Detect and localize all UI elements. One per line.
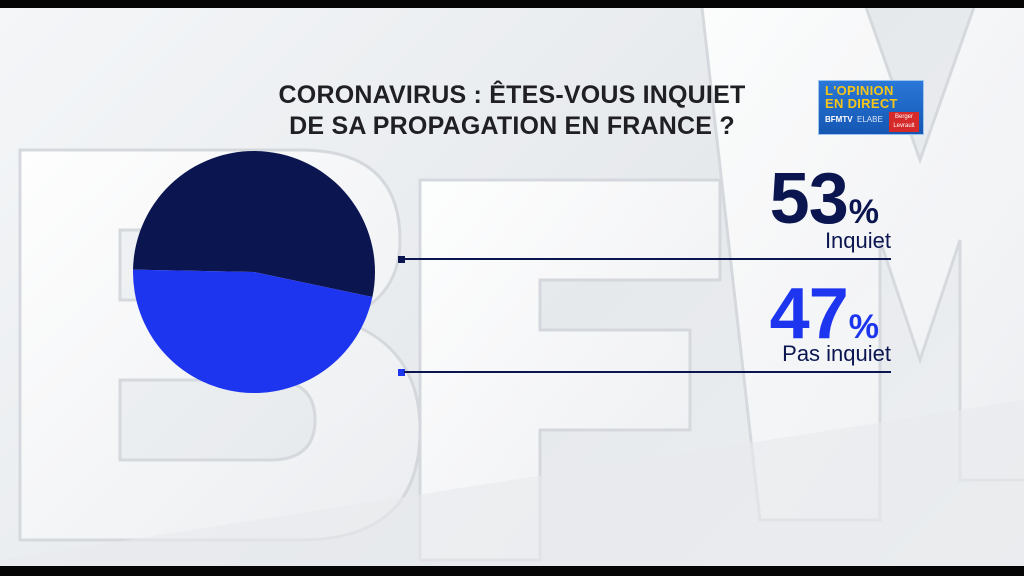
logo-line-1: L'OPINION — [825, 83, 894, 98]
category-label-inquiet: Inquiet — [824, 228, 891, 253]
legend-rule-pas-inquiet — [404, 371, 891, 373]
value-percent-sign-pas-inquiet: % — [848, 308, 879, 346]
value-number-pas-inquiet: 47 — [769, 274, 849, 354]
opinion-en-direct-logo: L'OPINION EN DIRECT BFMTV ELABE Berger L… — [818, 80, 924, 135]
legend-marker-pas-inquiet — [398, 369, 405, 376]
legend-marker-inquiet — [398, 256, 405, 263]
chart-title: CORONAVIRUS : ÊTES-VOUS INQUIET DE SA PR… — [232, 80, 792, 142]
pie-slice-pas-inquiet — [132, 269, 373, 394]
top-letterbox — [0, 0, 1024, 8]
pie-chart-svg — [132, 151, 375, 394]
logo-line-2: EN DIRECT — [825, 96, 898, 111]
category-label-pas-inquiet: Pas inquiet — [782, 341, 891, 366]
value-label-inquiet: 53% — [770, 163, 879, 235]
logo-pollster: ELABE — [857, 115, 883, 124]
logo-partner: Berger Levrault — [889, 112, 919, 132]
pie-chart — [132, 150, 376, 394]
logo-brand: BFMTV — [825, 115, 853, 124]
pie-slice-inquiet — [133, 151, 375, 298]
value-percent-sign-inquiet: % — [848, 193, 879, 231]
value-label-pas-inquiet: 47% — [770, 278, 879, 350]
chart-title-line-1: CORONAVIRUS : ÊTES-VOUS INQUIET — [278, 81, 746, 109]
value-number-inquiet: 53 — [769, 159, 849, 239]
chart-title-line-2: DE SA PROPAGATION EN FRANCE ? — [289, 112, 735, 140]
legend-rule-inquiet — [404, 258, 891, 260]
bottom-letterbox — [0, 566, 1024, 576]
